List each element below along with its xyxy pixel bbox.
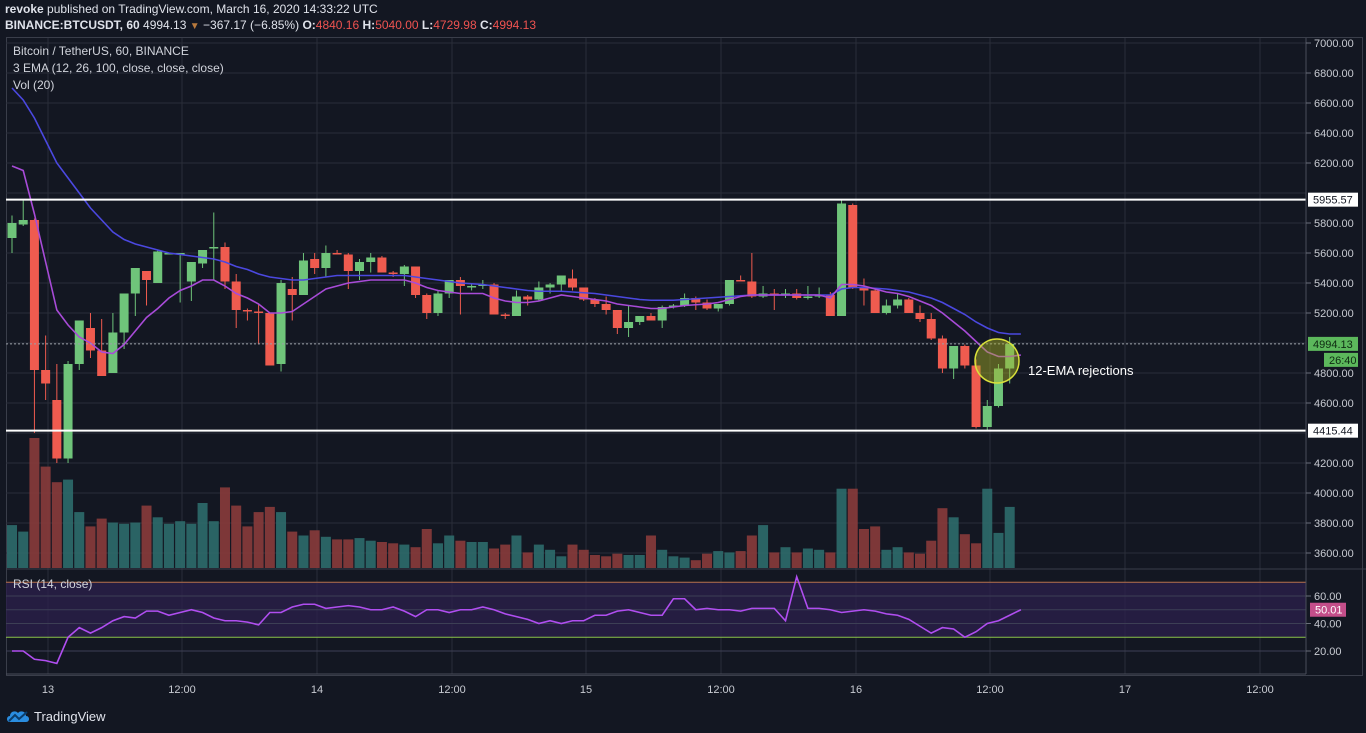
high-label: H: (362, 18, 376, 32)
svg-text:3600.00: 3600.00 (1314, 548, 1354, 560)
svg-text:12:00: 12:00 (707, 684, 735, 696)
close-value: 4994.13 (492, 18, 537, 32)
horizontal-levels[interactable] (6, 198, 1306, 432)
svg-text:60.00: 60.00 (1314, 591, 1342, 603)
svg-text:12:00: 12:00 (168, 684, 196, 696)
publisher-name[interactable]: revoke (5, 2, 44, 16)
open-value: 4840.16 (315, 18, 360, 32)
svg-text:12:00: 12:00 (976, 684, 1004, 696)
grid-lines (6, 38, 1306, 674)
low-label: L: (421, 18, 434, 32)
tradingview-footer[interactable]: TradingView (6, 708, 106, 724)
legend-rsi: RSI (14, close) (13, 577, 93, 591)
symbol-info: BINANCE:BTCUSDT, 60 4994.13 ▼ −367.17 (−… (5, 18, 536, 32)
high-value: 5040.00 (375, 18, 419, 32)
svg-text:12:00: 12:00 (1246, 684, 1274, 696)
svg-text:4000.00: 4000.00 (1314, 488, 1354, 500)
svg-text:7000.00: 7000.00 (1314, 38, 1354, 50)
svg-text:12:00: 12:00 (438, 684, 466, 696)
tradingview-cloud-icon (7, 711, 29, 722)
svg-text:4800.00: 4800.00 (1314, 368, 1354, 380)
svg-text:4200.00: 4200.00 (1314, 458, 1354, 470)
svg-text:40.00: 40.00 (1314, 619, 1342, 631)
chart-frame[interactable] (6, 37, 1363, 676)
svg-text:16: 16 (850, 684, 862, 696)
candlesticks (7, 199, 1015, 463)
svg-text:20.00: 20.00 (1314, 646, 1342, 658)
close-label: C: (479, 18, 493, 32)
svg-text:26:40: 26:40 (1329, 355, 1357, 367)
svg-text:13: 13 (42, 684, 54, 696)
svg-text:5800.00: 5800.00 (1314, 218, 1354, 230)
svg-text:6600.00: 6600.00 (1314, 98, 1354, 110)
symbol-label: BINANCE:BTCUSDT, 60 (5, 18, 140, 32)
open-label: O: (302, 18, 316, 32)
svg-text:3800.00: 3800.00 (1314, 518, 1354, 530)
rsi-panel (6, 568, 1366, 665)
low-value: 4729.98 (433, 18, 477, 32)
ema-rejection-annotation[interactable]: 12-EMA rejections (1028, 363, 1134, 378)
svg-text:6400.00: 6400.00 (1314, 128, 1354, 140)
axes: 7000.00 6800.00 6600.00 6400.00 6200.00 5800.… (6, 38, 1358, 696)
svg-text:5400.00: 5400.00 (1314, 278, 1354, 290)
svg-text:50.01: 50.01 (1315, 605, 1343, 617)
svg-text:4994.13: 4994.13 (1313, 339, 1353, 351)
publish-text: published on TradingView.com, March 16, … (47, 2, 378, 16)
highlight-circle[interactable] (974, 338, 1020, 384)
svg-text:4600.00: 4600.00 (1314, 398, 1354, 410)
svg-text:6200.00: 6200.00 (1314, 158, 1354, 170)
volume-bars (7, 438, 1015, 568)
svg-text:5955.57: 5955.57 (1313, 195, 1353, 207)
svg-text:14: 14 (311, 684, 323, 696)
svg-text:17: 17 (1119, 684, 1131, 696)
triangle-down-icon: ▼ (189, 21, 200, 32)
legend-ema: 3 EMA (12, 26, 100, close, close, close) (13, 61, 224, 75)
svg-text:6800.00: 6800.00 (1314, 68, 1354, 80)
svg-text:5600.00: 5600.00 (1314, 248, 1354, 260)
price-change: −367.17 (−6.85%) (203, 18, 300, 32)
legend-vol: Vol (20) (13, 78, 55, 92)
svg-text:4415.44: 4415.44 (1313, 426, 1353, 438)
ema-lines (11, 87, 1022, 358)
last-price: 4994.13 (143, 18, 187, 32)
publish-info: revoke published on TradingView.com, Mar… (5, 2, 378, 16)
legend-title: Bitcoin / TetherUS, 60, BINANCE (13, 44, 189, 58)
svg-text:15: 15 (580, 684, 592, 696)
brand-name: TradingView (34, 708, 106, 724)
svg-text:5200.00: 5200.00 (1314, 308, 1354, 320)
